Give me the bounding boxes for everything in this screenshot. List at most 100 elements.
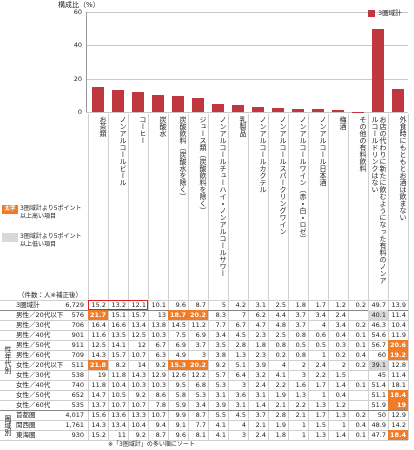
table-cell: 16.4	[91, 321, 106, 329]
row-count: 911	[71, 341, 84, 349]
x-tick-label: 梅酒	[339, 116, 347, 130]
table-cell: 11.4	[391, 371, 406, 379]
y-tick-label: 20	[73, 74, 82, 83]
x-tick-label: ノンアルコールチューハイ・ノンアルコールサワー	[219, 116, 227, 277]
note-swatch	[2, 233, 18, 242]
bar	[332, 110, 344, 112]
bar	[372, 29, 384, 112]
table-cell: 7.8	[155, 401, 166, 409]
table-cell: 1	[321, 391, 326, 399]
table-cell: 11.4	[391, 311, 406, 319]
column-divider	[128, 114, 129, 440]
table-cell: 12.1	[131, 301, 146, 309]
table-cell: 0.4	[335, 391, 346, 399]
table-cell: 13.2	[111, 301, 126, 309]
table-cell: 10.7	[111, 401, 126, 409]
row-label: 女性／20代以下	[16, 361, 64, 369]
table-cell: 8.7	[195, 411, 206, 419]
table-cell: 1.7	[315, 381, 326, 389]
table-cell: 6.4	[235, 371, 246, 379]
table-cell: 4.1	[275, 371, 286, 379]
row-count: 740	[71, 381, 84, 389]
table-cell: 4.7	[255, 321, 266, 329]
column-divider	[328, 114, 329, 440]
table-cell: 21.8	[88, 360, 108, 370]
table-cell: 49.7	[371, 301, 386, 309]
table-cell: 6.3	[155, 351, 166, 359]
row-label: 女性／60代	[16, 401, 51, 409]
table-cell	[348, 390, 368, 400]
table-cell: 11.2	[191, 321, 206, 329]
table-cell: 4.1	[215, 421, 226, 429]
table-cell: 1	[301, 421, 306, 429]
table-cell: 1.3	[335, 411, 346, 419]
table-cell: 13.4	[111, 421, 126, 429]
table-cell: 14.3	[91, 351, 106, 359]
table-cell: 2.5	[275, 331, 286, 339]
table-cell: 45	[377, 371, 386, 379]
table-cell: 3.1	[235, 401, 246, 409]
column-divider	[168, 114, 169, 440]
table-cell: 11	[117, 431, 126, 439]
x-tick-label: お茶類	[99, 116, 107, 137]
table-cell: 0.5	[315, 341, 326, 349]
note-text: 3圏域計より5ポイント以上高い項目	[20, 205, 82, 220]
table-cell: 3.5	[215, 341, 226, 349]
column-divider	[288, 114, 289, 440]
bar	[172, 96, 184, 112]
table-cell: 2.2	[315, 371, 326, 379]
table-cell: 11.8	[111, 371, 126, 379]
column-divider	[228, 114, 229, 440]
table-cell: 9.2	[155, 361, 166, 369]
table-cell: 10.3	[151, 331, 166, 339]
x-tick-label: コーヒー	[139, 116, 147, 144]
table-cell: 2.4	[255, 431, 266, 439]
row-label: 女性／40代	[16, 381, 51, 389]
table-cell: 8.7	[195, 301, 206, 309]
table-cell: 6.2	[255, 311, 266, 319]
table-cell: 14	[137, 361, 146, 369]
table-cell: 1.8	[295, 301, 306, 309]
table-cell: 60	[377, 351, 386, 359]
table-cell: 10.7	[151, 411, 166, 419]
table-cell: 47.7	[371, 431, 386, 439]
x-tick-label: その他の有料飲料	[359, 116, 367, 172]
row-label: 関西圏	[16, 421, 36, 429]
row-label: 男性／30代	[16, 321, 51, 329]
table-cell: 0.1	[355, 341, 366, 349]
table-cell: 3.4	[215, 331, 226, 339]
table-cell: 4.5	[235, 331, 246, 339]
table-cell: 14.1	[111, 341, 126, 349]
table-cell: 5	[221, 301, 226, 309]
table-cell: 4.5	[235, 411, 246, 419]
table-cell: 4.9	[175, 351, 186, 359]
table-cell: 3.6	[235, 391, 246, 399]
bar	[192, 97, 204, 112]
table-cell: 4.8	[275, 321, 286, 329]
table-cell: 15.3	[168, 360, 188, 370]
row-divider	[0, 400, 408, 401]
table-cell: 3.7	[295, 311, 306, 319]
group-divider	[0, 410, 408, 411]
x-tick-label: 炭酸飲料（炭酸水を除く）	[179, 116, 187, 200]
table-cell: 13.9	[391, 301, 406, 309]
grid-line	[86, 45, 408, 47]
table-cell: 14.2	[391, 421, 406, 429]
row-divider	[0, 350, 408, 351]
table-cell: 0.5	[295, 341, 306, 349]
row-divider	[0, 430, 408, 431]
table-cell: 10.5	[111, 391, 126, 399]
bar	[112, 90, 124, 112]
table-cell: 9.4	[155, 421, 166, 429]
table-cell: 1.4	[255, 401, 266, 409]
table-cell: 1.7	[315, 301, 326, 309]
row-label: 首都圏	[16, 411, 36, 419]
x-tick-label: 炭酸水	[159, 116, 167, 137]
table-cell: 11.8	[91, 381, 106, 389]
table-cell: 13.6	[111, 411, 126, 419]
table-cell: 2.1	[255, 421, 266, 429]
table-cell: 15.7	[111, 351, 126, 359]
table-cell: 2.8	[235, 341, 246, 349]
row-count: 709	[71, 351, 84, 359]
